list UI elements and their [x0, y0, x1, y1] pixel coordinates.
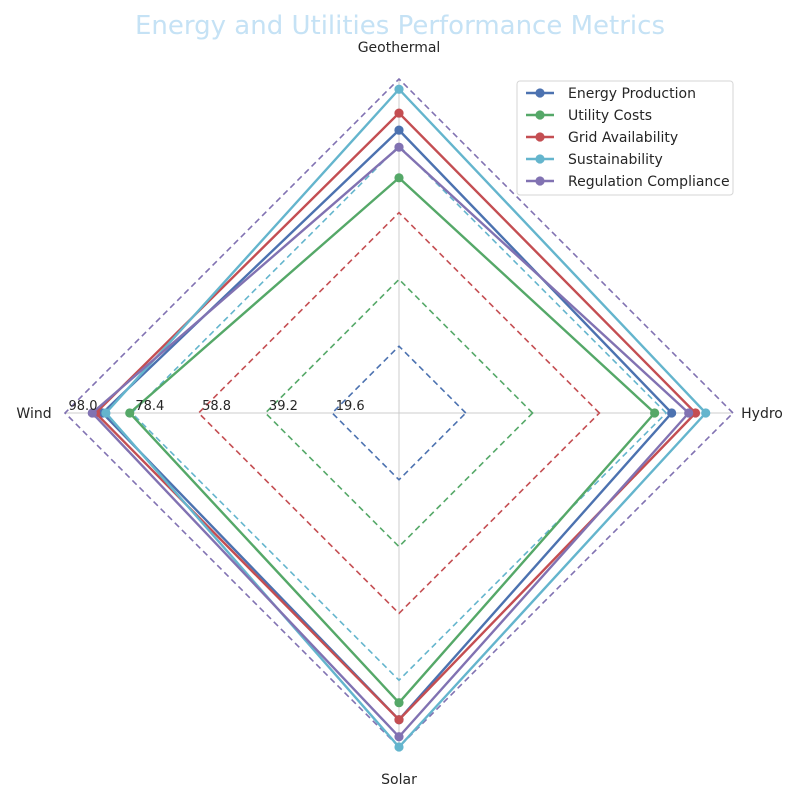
tick-label: 39.2: [269, 399, 298, 414]
category-label-hydro: Hydro: [741, 406, 783, 422]
tick-label: 19.6: [336, 399, 365, 414]
category-label-wind: Wind: [16, 406, 51, 422]
chart-title: Energy and Utilities Performance Metrics: [135, 11, 665, 41]
point-sustainability-wind: [101, 408, 110, 417]
point-utility-costs-hydro: [650, 408, 659, 417]
legend: Energy Production Utility Costs Grid Avail…: [517, 81, 733, 195]
point-grid-availability-solar: [394, 715, 403, 724]
point-sustainability-geothermal: [394, 85, 403, 94]
point-sustainability-solar: [394, 742, 403, 751]
series-regulation-compliance: [88, 143, 694, 742]
category-label-solar: Solar: [381, 772, 417, 788]
point-utility-costs-wind: [125, 408, 134, 417]
point-energy-production-hydro: [667, 408, 676, 417]
point-grid-availability-geothermal: [394, 108, 403, 117]
category-label-geothermal: Geothermal: [358, 40, 441, 56]
point-sustainability-hydro: [701, 408, 710, 417]
legend-label: Utility Costs: [568, 108, 652, 124]
legend-label: Energy Production: [568, 86, 696, 102]
legend-swatch-marker: [535, 88, 544, 97]
tick-label: 78.4: [135, 399, 164, 414]
tick-label: 58.8: [202, 399, 231, 414]
series-line-energy-production: [102, 130, 671, 720]
series-line-regulation-compliance: [92, 147, 688, 737]
legend-swatch-marker: [535, 110, 544, 119]
legend-swatch-marker: [535, 132, 544, 141]
series-energy-production: [98, 126, 676, 725]
legend-label: Grid Availability: [568, 130, 678, 146]
tick-label: 98.0: [69, 399, 98, 414]
series-utility-costs: [125, 173, 659, 707]
point-utility-costs-geothermal: [394, 173, 403, 182]
legend-swatch-marker: [535, 176, 544, 185]
legend-label: Sustainability: [568, 152, 663, 168]
point-regulation-compliance-hydro: [684, 408, 693, 417]
legend-swatch-marker: [535, 154, 544, 163]
series-grid-availability: [91, 108, 700, 724]
point-energy-production-geothermal: [394, 126, 403, 135]
series-line-grid-availability: [96, 113, 696, 720]
point-regulation-compliance-geothermal: [394, 143, 403, 152]
legend-label: Regulation Compliance: [568, 174, 730, 190]
point-regulation-compliance-solar: [394, 732, 403, 741]
point-utility-costs-solar: [394, 698, 403, 707]
